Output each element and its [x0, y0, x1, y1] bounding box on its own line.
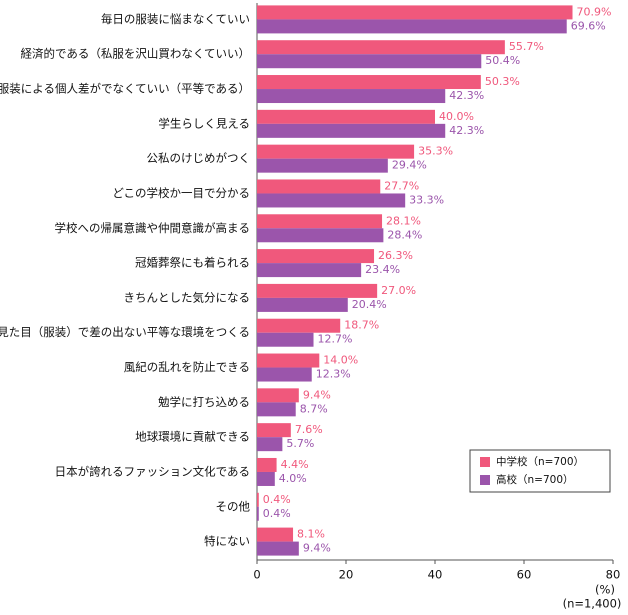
bar: [257, 297, 348, 312]
value-label: 8.7%: [300, 402, 328, 415]
x-tick-label: 0: [253, 568, 260, 582]
bar: [257, 109, 435, 124]
category-label: 経済的である（私服を沢山買わなくていい）: [20, 47, 250, 61]
value-label: 0.4%: [263, 493, 291, 506]
category-label: 勉学に打ち込める: [158, 395, 250, 409]
category-label: 特にない: [204, 534, 250, 548]
bar: [257, 75, 481, 90]
bar: [257, 353, 320, 368]
category-label: 冠婚葬祭にも着られる: [135, 256, 250, 270]
legend-label: 高校（n=700）: [496, 473, 574, 486]
bar: [257, 193, 406, 208]
category-label: 毎日の服装に悩まなくていい: [101, 12, 250, 26]
bar: [257, 506, 259, 521]
bar: [257, 228, 384, 243]
value-label: 42.3%: [449, 89, 484, 102]
bar: [257, 492, 259, 507]
bar: [257, 179, 381, 194]
bar: [257, 54, 482, 69]
bar: [257, 158, 388, 173]
value-label: 26.3%: [378, 249, 413, 262]
value-label: 50.3%: [485, 75, 520, 88]
x-tick-label: 60: [517, 568, 532, 582]
category-label: その他: [216, 499, 251, 513]
bar: [257, 402, 296, 417]
value-label: 28.4%: [387, 228, 422, 241]
value-label: 12.3%: [316, 368, 351, 381]
category-label: 学生らしく見える: [158, 116, 250, 130]
value-label: 69.6%: [571, 19, 606, 32]
category-label: 日本が誇れるファッション文化である: [55, 464, 250, 478]
bar: [257, 19, 567, 34]
value-label: 9.4%: [303, 542, 331, 555]
value-label: 29.4%: [392, 159, 427, 172]
category-label: きちんとした気分になる: [124, 290, 251, 304]
value-label: 27.7%: [384, 179, 419, 192]
bar: [257, 388, 299, 403]
value-label: 7.6%: [295, 423, 323, 436]
value-label: 70.9%: [577, 5, 612, 18]
bar: [257, 457, 277, 472]
category-label: 服装による個人差がでなくていい（平等である）: [0, 82, 250, 96]
bar: [257, 40, 505, 55]
value-label: 14.0%: [323, 354, 358, 367]
legend-swatch: [480, 457, 490, 467]
bar: [257, 423, 291, 438]
value-label: 5.7%: [286, 437, 314, 450]
legend-label: 中学校（n=700）: [496, 455, 584, 468]
value-label: 4.0%: [279, 472, 307, 485]
bar: [257, 437, 283, 452]
bar: [257, 541, 299, 556]
value-label: 12.7%: [318, 333, 353, 346]
x-tick-label: 80: [606, 568, 621, 582]
value-label: 4.4%: [281, 458, 309, 471]
bar: [257, 123, 446, 138]
bar: [257, 471, 275, 486]
category-label: 地球環境に貢献できる: [135, 430, 250, 444]
value-label: 35.3%: [418, 145, 453, 158]
category-label: どこの学校か一目で分かる: [112, 186, 250, 200]
bar: [257, 367, 312, 382]
value-label: 40.0%: [439, 110, 474, 123]
x-tick-label: 40: [428, 568, 443, 582]
bar: [257, 283, 378, 298]
value-label: 50.4%: [485, 54, 520, 67]
category-label: 公私のけじめがつく: [147, 151, 251, 165]
sample-note: (n=1,400): [563, 597, 622, 611]
value-label: 0.4%: [263, 507, 291, 520]
bar: [257, 5, 573, 20]
category-label: 見た目（服装）で差の出ない平等な環境をつくる: [0, 325, 250, 339]
legend-swatch: [480, 475, 490, 485]
bar: [257, 144, 415, 159]
x-axis-label: (%): [595, 583, 615, 597]
bar: [257, 527, 294, 542]
value-label: 27.0%: [381, 284, 416, 297]
bar: [257, 332, 314, 347]
value-label: 28.1%: [386, 214, 421, 227]
bar: [257, 249, 375, 264]
bar: [257, 89, 446, 104]
bar: [257, 263, 362, 278]
value-label: 55.7%: [509, 40, 544, 53]
value-label: 42.3%: [449, 124, 484, 137]
category-label: 学校への帰属意識や仲間意識が高まる: [55, 221, 251, 235]
bar: [257, 214, 383, 229]
value-label: 20.4%: [352, 298, 387, 311]
legend-box: [469, 449, 611, 493]
value-label: 33.3%: [409, 193, 444, 206]
value-label: 23.4%: [365, 263, 400, 276]
category-label: 風紀の乱れを防止できる: [124, 360, 250, 374]
bar: [257, 318, 341, 333]
value-label: 9.4%: [303, 388, 331, 401]
legend: 中学校（n=700） 高校（n=700）: [469, 449, 611, 493]
value-label: 8.1%: [297, 528, 325, 541]
x-tick-label: 20: [339, 568, 354, 582]
value-label: 18.7%: [344, 319, 379, 332]
